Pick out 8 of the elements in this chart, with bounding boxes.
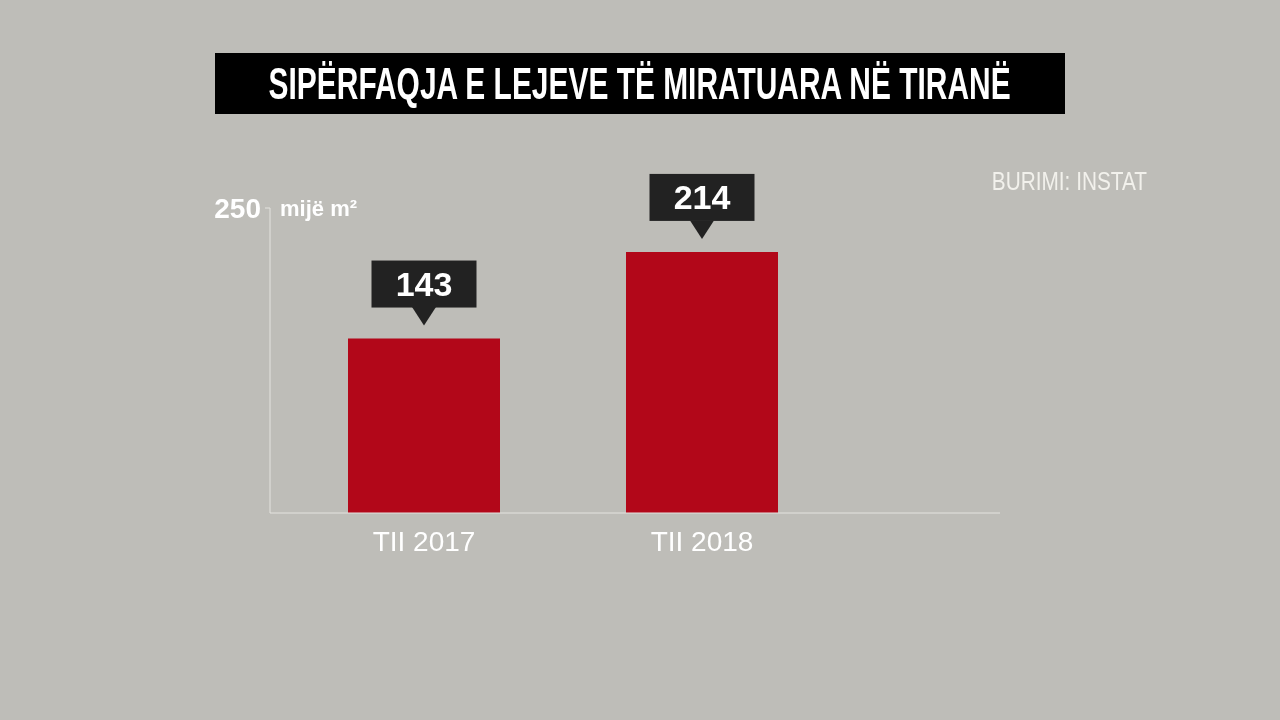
y-tick-label: 250 (214, 192, 261, 224)
data-label: 214 (673, 178, 731, 217)
x-tick-label: TII 2017 (372, 525, 476, 557)
chart-title: SIPËRFAQJA E LEJEVE TË MIRATUARA NË TIRANË (269, 58, 1012, 108)
x-tick-label: TII 2018 (650, 525, 754, 557)
y-axis-title: mijë m² (280, 195, 358, 221)
title-banner: SIPËRFAQJA E LEJEVE TË MIRATUARA NË TIRANË (215, 53, 1065, 114)
data-label: 143 (395, 265, 453, 304)
